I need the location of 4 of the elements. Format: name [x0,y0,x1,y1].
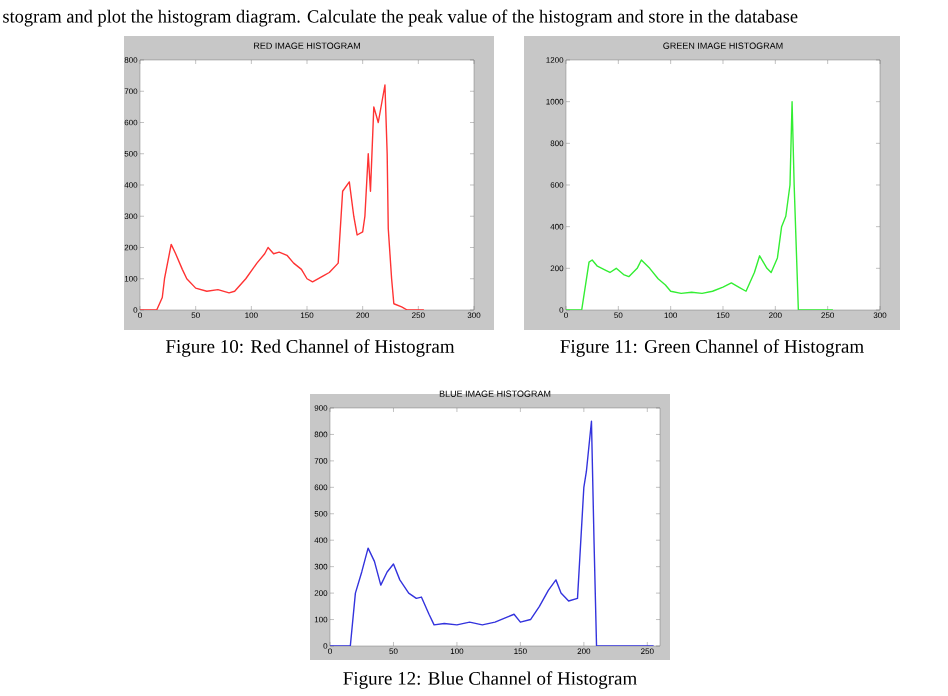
caption: Figure 11: Green Channel of Histogram [560,339,864,357]
text: stogram and plot the histogram diagram. Calculate the peak value of the histogram and store in the database [3,9,798,27]
caption: Figure 12: Blue Channel of Histogram [343,671,637,689]
caption: Figure 10: Red Channel of Histogram [165,339,455,357]
